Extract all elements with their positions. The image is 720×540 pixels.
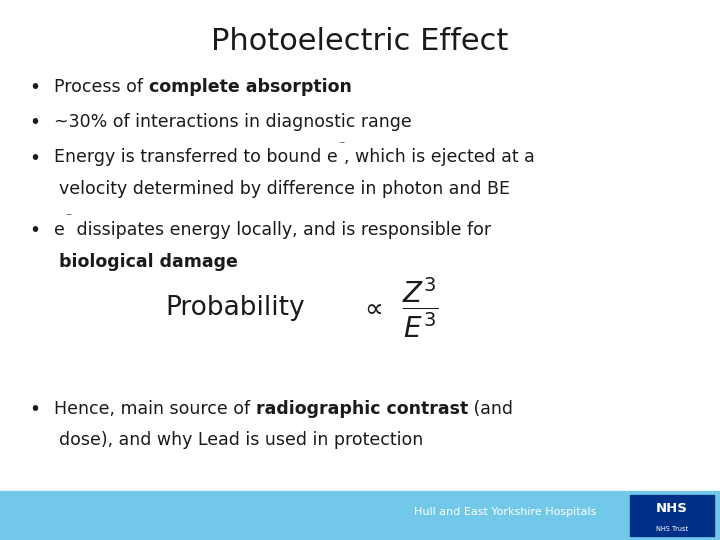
Text: $\dfrac{Z^{3}}{E^{3}}$: $\dfrac{Z^{3}}{E^{3}}$ [402, 275, 438, 340]
Text: •: • [29, 148, 40, 167]
Text: , which is ejected at a: , which is ejected at a [344, 148, 535, 166]
Text: •: • [29, 78, 40, 97]
Text: (and: (and [468, 400, 513, 417]
Text: •: • [29, 221, 40, 240]
Text: ~30% of interactions in diagnostic range: ~30% of interactions in diagnostic range [54, 113, 412, 131]
Text: ⁻: ⁻ [338, 139, 344, 152]
Text: Probability: Probability [166, 295, 305, 321]
Text: e: e [54, 221, 65, 239]
Text: radiographic contrast: radiographic contrast [256, 400, 468, 417]
Bar [630, 495, 714, 536]
Text: Energy is transferred to bound e: Energy is transferred to bound e [54, 148, 338, 166]
Text: NHS Trust: NHS Trust [656, 526, 688, 532]
Text: biological damage: biological damage [59, 253, 238, 271]
Text: Hence, main source of: Hence, main source of [54, 400, 256, 417]
Text: dissipates energy locally, and is responsible for: dissipates energy locally, and is respon… [71, 221, 491, 239]
Text: Process of: Process of [54, 78, 148, 96]
Text: velocity determined by difference in photon and BE: velocity determined by difference in pho… [59, 180, 510, 198]
Bar [0, 491, 720, 540]
Text: Photoelectric Effect: Photoelectric Effect [211, 27, 509, 56]
Text: •: • [29, 400, 40, 419]
Text: Hull and East Yorkshire Hospitals: Hull and East Yorkshire Hospitals [414, 507, 596, 517]
Text: NHS: NHS [656, 502, 688, 515]
Text: •: • [29, 113, 40, 132]
Text: ⁻: ⁻ [65, 212, 71, 225]
Text: dose), and why Lead is used in protection: dose), and why Lead is used in protectio… [59, 431, 423, 449]
Text: complete absorption: complete absorption [148, 78, 351, 96]
Text: $\propto$: $\propto$ [359, 295, 382, 321]
